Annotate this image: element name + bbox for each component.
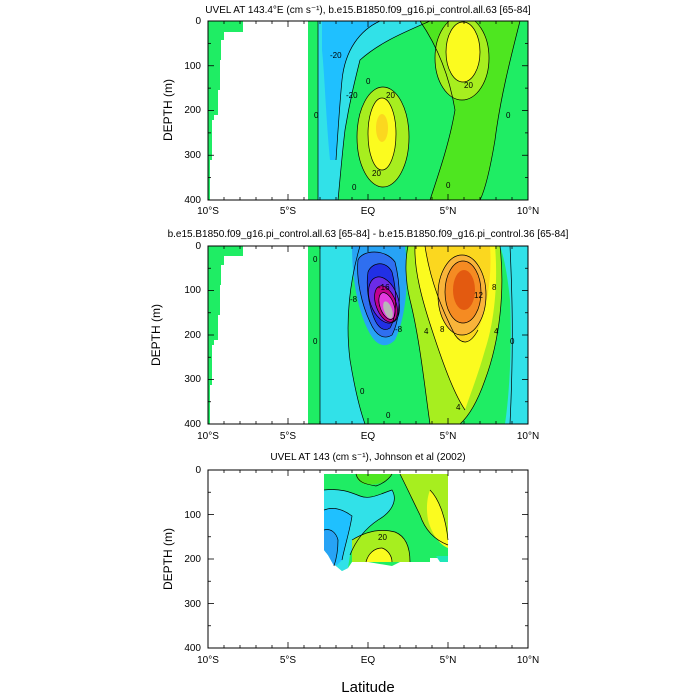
panel-2-contour-label: 0	[313, 337, 318, 346]
panel-1-title: UVEL AT 143.4°E (cm s⁻¹), b.e15.B1850.f0…	[205, 5, 531, 16]
panel-2-ylabel: DEPTH (m)	[149, 304, 163, 366]
panel-3-contour-lines	[323, 473, 449, 567]
xtick-label: 10°S	[197, 431, 219, 442]
ytick-label: 300	[184, 599, 201, 610]
xtick-label: 10°N	[517, 206, 539, 217]
panel-1: UVEL AT 143.4°E (cm s⁻¹), b.e15.B1850.f0…	[161, 5, 539, 217]
panel-2: b.e15.B1850.f09_g16.pi_control.all.63 [6…	[149, 229, 569, 442]
ytick-label: 200	[184, 105, 201, 116]
panel-1-contour-label: -20	[346, 91, 358, 100]
panel-1-contour-label: 0	[352, 183, 357, 192]
ytick-label: 200	[184, 554, 201, 565]
panel-2-plot-area: 0 -8 -16 -8 0 4 8 12 8 4 0 4 0 0	[208, 246, 528, 424]
panel-2-xticks: 10°S 5°S EQ 5°N 10°N	[197, 431, 539, 442]
panel-2-contour-label: -8	[350, 295, 358, 304]
ytick-label: 300	[184, 374, 201, 385]
x-axis-label: Latitude	[341, 679, 394, 696]
ytick-label: 400	[184, 643, 201, 654]
panel-1-contour-label: 0	[446, 181, 451, 190]
panel-2-contour-label: 0	[510, 337, 515, 346]
xtick-label: 5°S	[280, 431, 297, 442]
panel-1-westward-current	[318, 21, 430, 200]
panel-2-contour-label: 0	[360, 387, 365, 396]
panel-3-yticks: 0 100 200 300 400	[184, 465, 201, 654]
xtick-label: 5°N	[440, 655, 457, 666]
ytick-label: 200	[184, 330, 201, 341]
panel-1-contour-label: 0	[366, 77, 371, 86]
ytick-label: 400	[184, 195, 201, 206]
tick-marks	[207, 20, 529, 649]
panel-3: UVEL AT 143 (cm s⁻¹), Johnson et al (200…	[161, 452, 539, 666]
xtick-label: 10°N	[517, 431, 539, 442]
panel-2-yticks: 0 100 200 300 400	[184, 241, 201, 430]
xtick-label: 10°S	[197, 655, 219, 666]
panel-2-contour-label: 8	[492, 283, 497, 292]
panel-3-contour-label: 20	[378, 533, 387, 542]
xtick-label: EQ	[361, 655, 376, 666]
panel-1-westward-core	[322, 21, 380, 160]
panel-2-contour-label: 0	[386, 411, 391, 420]
panel-2-contour-label: 4	[456, 403, 461, 412]
panel-2-contour-label: -16	[378, 283, 390, 292]
panel-2-land-mask	[208, 246, 243, 424]
panel-1-contour-label: 20	[372, 169, 381, 178]
panel-2-contour-label: 4	[494, 327, 499, 336]
panel-3-title: UVEL AT 143 (cm s⁻¹), Johnson et al (200…	[270, 452, 465, 463]
panel-3-xticks: 10°S 5°S EQ 5°N 10°N	[197, 655, 539, 666]
xtick-label: EQ	[361, 206, 376, 217]
xtick-label: EQ	[361, 431, 376, 442]
panel-1-contour-lines	[317, 21, 521, 200]
panel-1-contour-label: 0	[314, 111, 319, 120]
ytick-label: 0	[195, 241, 201, 252]
panel-1-land-mask	[208, 21, 243, 200]
xtick-label: 10°S	[197, 206, 219, 217]
panel-1-plot-area: -20 -20 0 0 20 20 20 0 0 0	[208, 21, 528, 200]
panel-3-ylabel: DEPTH (m)	[161, 528, 175, 590]
ytick-label: 400	[184, 419, 201, 430]
xtick-label: 5°S	[280, 206, 297, 217]
ytick-label: 0	[195, 465, 201, 476]
panel-2-cyan-band	[320, 246, 365, 424]
panel-1-yticks: 0 100 200 300 400	[184, 16, 201, 206]
panel-2-title: b.e15.B1850.f09_g16.pi_control.all.63 [6…	[168, 229, 569, 240]
panel-1-eastward-jet-core	[446, 22, 480, 82]
xtick-label: 10°N	[517, 655, 539, 666]
panel-3-plot-area: 20	[208, 470, 528, 648]
panel-1-contour-label: -20	[330, 51, 342, 60]
ytick-label: 100	[184, 285, 201, 296]
panel-1-ylabel: DEPTH (m)	[161, 79, 175, 141]
ytick-label: 0	[195, 16, 201, 27]
panel-1-xticks: 10°S 5°S EQ 5°N 10°N	[197, 206, 539, 217]
panel-2-contour-lines	[319, 246, 513, 424]
xtick-label: 5°N	[440, 431, 457, 442]
panel-1-contour-label: 20	[464, 81, 473, 90]
panel-2-contour-label: 4	[424, 327, 429, 336]
ytick-label: 300	[184, 150, 201, 161]
ytick-label: 100	[184, 510, 201, 521]
panel-2-contour-label: 0	[313, 255, 318, 264]
panel-2-contour-label: 12	[474, 291, 483, 300]
xtick-label: 5°N	[440, 206, 457, 217]
panel-1-contour-label: 0	[506, 111, 511, 120]
panel-2-contour-label: 8	[440, 325, 445, 334]
ytick-label: 100	[184, 61, 201, 72]
panel-1-contour-label: 20	[386, 91, 395, 100]
xtick-label: 5°S	[280, 655, 297, 666]
panel-2-contour-label: -8	[395, 325, 403, 334]
